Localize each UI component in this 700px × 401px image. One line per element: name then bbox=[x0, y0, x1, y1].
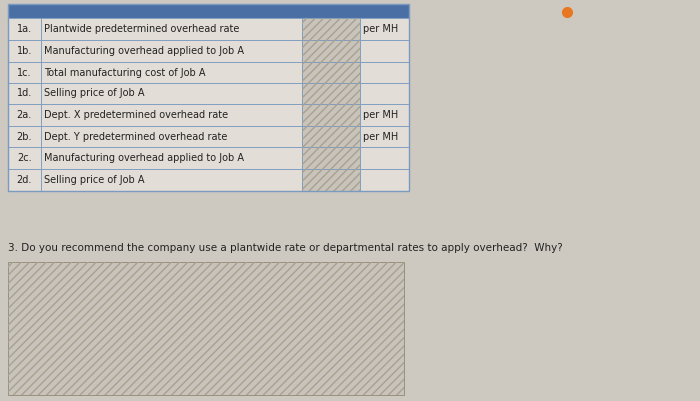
Bar bbox=[8, 147, 41, 169]
Bar bbox=[360, 169, 409, 191]
Text: Plantwide predetermined overhead rate: Plantwide predetermined overhead rate bbox=[44, 24, 239, 34]
Bar bbox=[302, 18, 360, 40]
Bar bbox=[302, 40, 360, 62]
Bar bbox=[8, 126, 41, 147]
Bar bbox=[302, 147, 360, 169]
Bar bbox=[8, 18, 41, 40]
Bar bbox=[41, 147, 302, 169]
Bar bbox=[360, 147, 409, 169]
Bar bbox=[302, 62, 360, 83]
Bar bbox=[8, 4, 409, 18]
Bar bbox=[302, 147, 360, 169]
Text: per MH: per MH bbox=[363, 24, 398, 34]
Bar bbox=[8, 262, 404, 395]
Bar bbox=[302, 18, 360, 40]
Bar bbox=[41, 83, 302, 104]
Bar bbox=[360, 126, 409, 147]
Text: Dept. X predetermined overhead rate: Dept. X predetermined overhead rate bbox=[44, 110, 228, 120]
Bar bbox=[8, 262, 404, 395]
Text: 2b.: 2b. bbox=[17, 132, 32, 142]
Bar bbox=[360, 83, 409, 104]
Text: 1c.: 1c. bbox=[17, 67, 32, 77]
Text: Dept. Y predetermined overhead rate: Dept. Y predetermined overhead rate bbox=[44, 132, 228, 142]
Bar bbox=[41, 62, 302, 83]
Text: Manufacturing overhead applied to Job A: Manufacturing overhead applied to Job A bbox=[44, 153, 244, 163]
Bar bbox=[360, 18, 409, 40]
Bar bbox=[41, 40, 302, 62]
Bar bbox=[41, 104, 302, 126]
Bar bbox=[302, 169, 360, 191]
Bar bbox=[360, 104, 409, 126]
Bar bbox=[302, 62, 360, 83]
Bar bbox=[8, 40, 41, 62]
Bar bbox=[302, 104, 360, 126]
Bar bbox=[8, 104, 41, 126]
Bar bbox=[360, 40, 409, 62]
Text: 2a.: 2a. bbox=[17, 110, 32, 120]
Bar bbox=[302, 104, 360, 126]
Bar bbox=[8, 62, 41, 83]
Text: Manufacturing overhead applied to Job A: Manufacturing overhead applied to Job A bbox=[44, 46, 244, 56]
Bar bbox=[302, 126, 360, 147]
Bar bbox=[41, 169, 302, 191]
Text: Total manufacturing cost of Job A: Total manufacturing cost of Job A bbox=[44, 67, 205, 77]
Text: 1d.: 1d. bbox=[17, 89, 32, 99]
Bar bbox=[8, 169, 41, 191]
Bar bbox=[41, 18, 302, 40]
Text: per MH: per MH bbox=[363, 132, 398, 142]
Text: Selling price of Job A: Selling price of Job A bbox=[44, 89, 144, 99]
Bar bbox=[360, 62, 409, 83]
Bar bbox=[302, 40, 360, 62]
Text: 1b.: 1b. bbox=[17, 46, 32, 56]
Bar bbox=[302, 169, 360, 191]
Text: Selling price of Job A: Selling price of Job A bbox=[44, 175, 144, 185]
Text: 1a.: 1a. bbox=[17, 24, 32, 34]
Bar bbox=[8, 4, 409, 191]
Bar bbox=[302, 83, 360, 104]
Bar bbox=[41, 126, 302, 147]
Text: per MH: per MH bbox=[363, 110, 398, 120]
Text: 3. Do you recommend the company use a plantwide rate or departmental rates to ap: 3. Do you recommend the company use a pl… bbox=[8, 243, 563, 253]
Bar bbox=[302, 126, 360, 147]
Bar bbox=[302, 83, 360, 104]
Text: 2d.: 2d. bbox=[17, 175, 32, 185]
Text: 2c.: 2c. bbox=[17, 153, 32, 163]
Bar bbox=[8, 83, 41, 104]
